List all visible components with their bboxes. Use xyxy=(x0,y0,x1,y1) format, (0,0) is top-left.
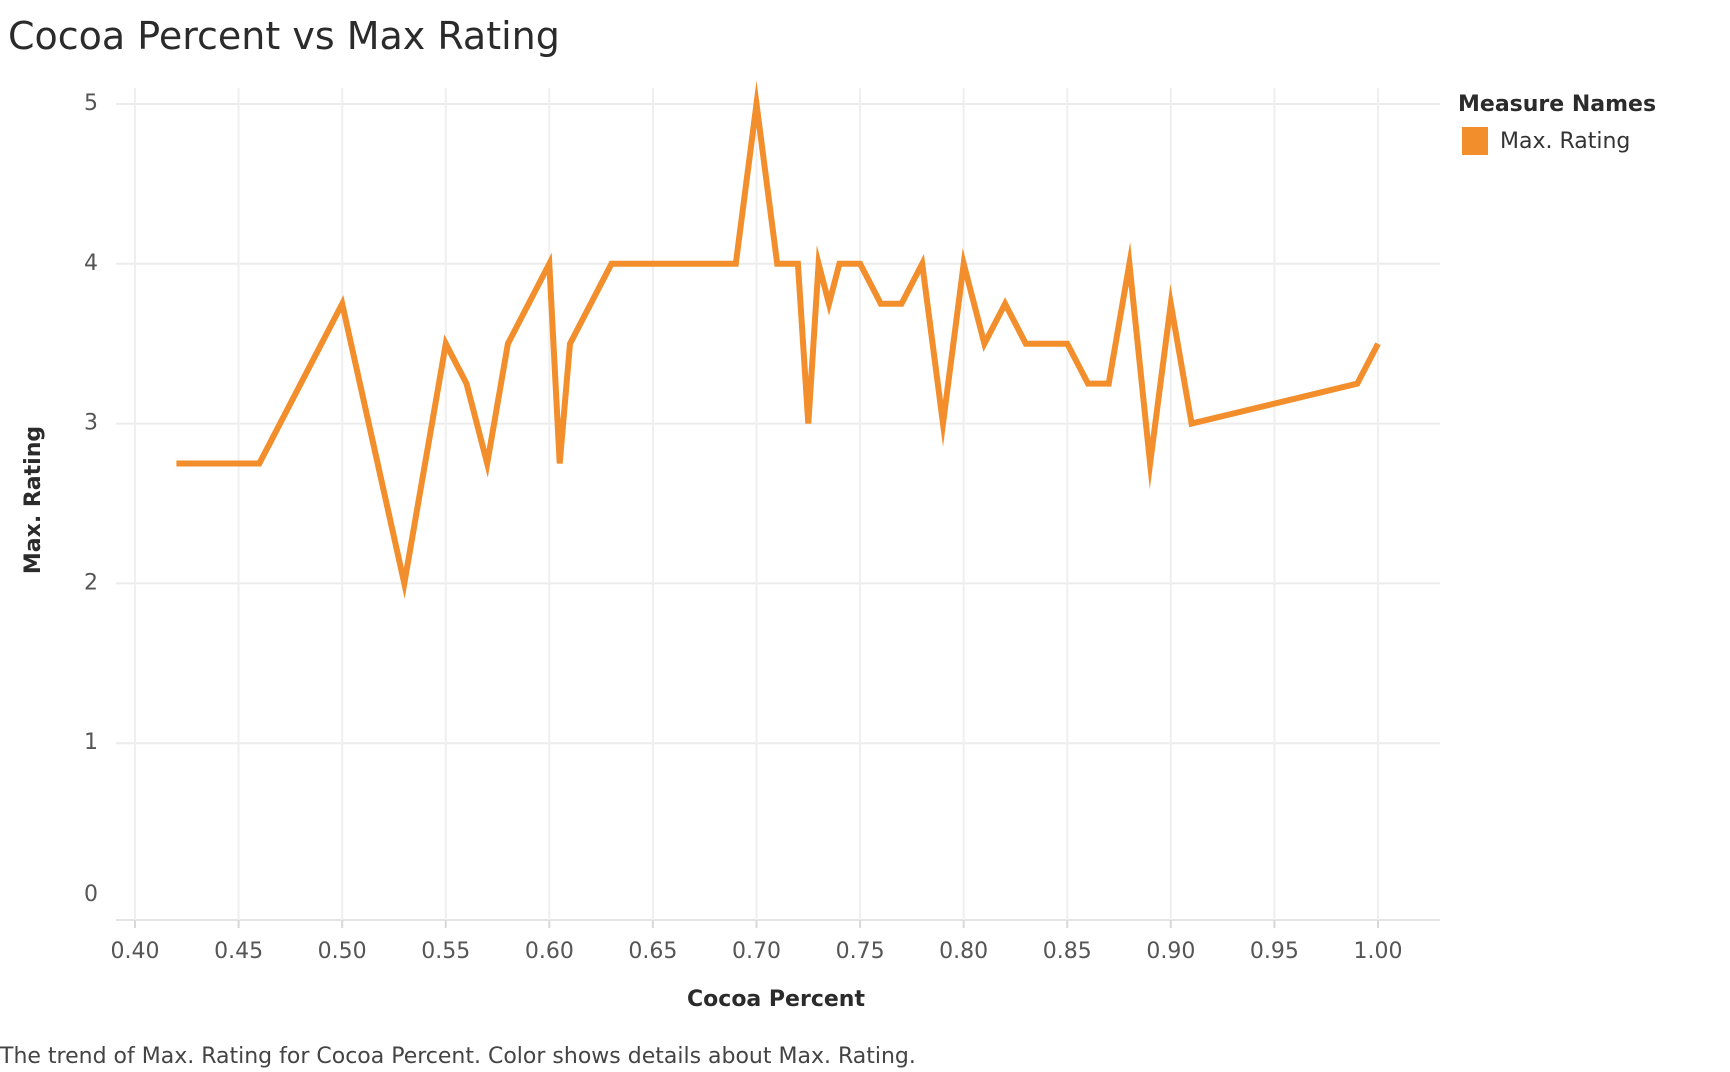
x-tick-label: 0.55 xyxy=(421,939,470,964)
x-tick-label: 1.00 xyxy=(1354,939,1403,964)
chart-title: Cocoa Percent vs Max Rating xyxy=(8,14,560,58)
y-tick-label: 1 xyxy=(84,730,98,755)
legend: Measure Names Max. Rating xyxy=(1458,92,1656,155)
y-axis-title: Max. Rating xyxy=(21,426,46,574)
series-layer xyxy=(176,80,1381,599)
legend-swatch xyxy=(1462,127,1488,155)
y-tick-label: 5 xyxy=(84,91,98,116)
x-tick-label: 0.65 xyxy=(628,939,677,964)
x-axis-title: Cocoa Percent xyxy=(687,987,865,1012)
x-tick-label: 0.75 xyxy=(836,939,885,964)
y-tick-label: 3 xyxy=(84,411,98,436)
y-tick-label: 0 xyxy=(84,882,98,907)
x-tick-label: 0.70 xyxy=(732,939,781,964)
series-line-max-rating[interactable] xyxy=(176,80,1381,599)
x-tick-label: 0.40 xyxy=(111,939,160,964)
grid-lines xyxy=(116,88,1440,928)
x-tick-label: 0.80 xyxy=(939,939,988,964)
y-tick-label: 4 xyxy=(84,251,98,276)
x-tick-label: 0.85 xyxy=(1043,939,1092,964)
y-tick-label: 2 xyxy=(84,570,98,595)
legend-title: Measure Names xyxy=(1458,92,1657,117)
legend-label: Max. Rating xyxy=(1500,128,1631,154)
x-tick-label: 0.45 xyxy=(214,939,263,964)
x-tick-label: 0.90 xyxy=(1146,939,1195,964)
y-axis-ticks: 0 1 2 3 4 5 xyxy=(84,91,98,907)
x-tick-label: 0.60 xyxy=(525,939,574,964)
x-axis-ticks: 0.40 0.45 0.50 0.55 0.60 0.65 0.70 0.75 0.80 0.85… xyxy=(111,939,1403,964)
x-tick-label: 0.95 xyxy=(1250,939,1299,964)
x-tick-label: 0.50 xyxy=(318,939,367,964)
legend-item-max-rating[interactable]: Max. Rating xyxy=(1458,127,1656,155)
caption: The trend of Max. Rating for Cocoa Perce… xyxy=(0,1044,916,1069)
